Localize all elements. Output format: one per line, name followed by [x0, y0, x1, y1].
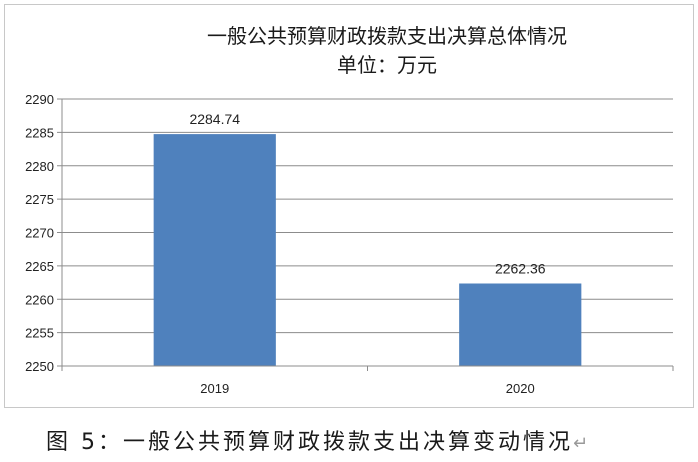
y-tick-label: 2285: [25, 125, 54, 140]
y-tick-label: 2260: [25, 292, 54, 307]
y-tick-label: 2265: [25, 259, 54, 274]
bar-2019: [153, 134, 276, 366]
x-tick-label-2019: 2019: [200, 381, 229, 396]
labels: 2250 2255 2260 2265 2270 2275 2280 2285 2290 2284…: [25, 92, 546, 396]
bar-chart: 一般公共预算财政拨款支出决算总体情况 单位：万元 2250 2255 2260 226…: [25, 24, 674, 396]
paragraph-return-mark: ↵: [573, 433, 592, 454]
axes: [57, 98, 674, 371]
y-tick-label: 2280: [25, 159, 54, 174]
chart-frame: 一般公共预算财政拨款支出决算总体情况 单位：万元 2250 2255 2260 226…: [4, 4, 694, 408]
y-tick-label: 2255: [25, 326, 54, 341]
y-tick-label: 2270: [25, 226, 54, 241]
figure-caption: 图 5：一般公共预算财政拨款支出决算变动情况↵: [46, 424, 591, 456]
data-label-2019: 2284.74: [189, 111, 240, 127]
y-tick-label: 2250: [25, 359, 54, 374]
bars: [153, 134, 582, 366]
chart-subtitle: 单位：万元: [337, 53, 437, 77]
y-tick-label: 2275: [25, 192, 54, 207]
x-tick-label-2020: 2020: [506, 381, 535, 396]
data-label-2020: 2262.36: [495, 260, 546, 276]
y-tick-label: 2290: [25, 92, 54, 107]
chart-title: 一般公共预算财政拨款支出决算总体情况: [207, 24, 567, 48]
figure-caption-text: 图 5：一般公共预算财政拨款支出决算变动情况: [46, 430, 573, 455]
bar-2020: [459, 283, 582, 366]
